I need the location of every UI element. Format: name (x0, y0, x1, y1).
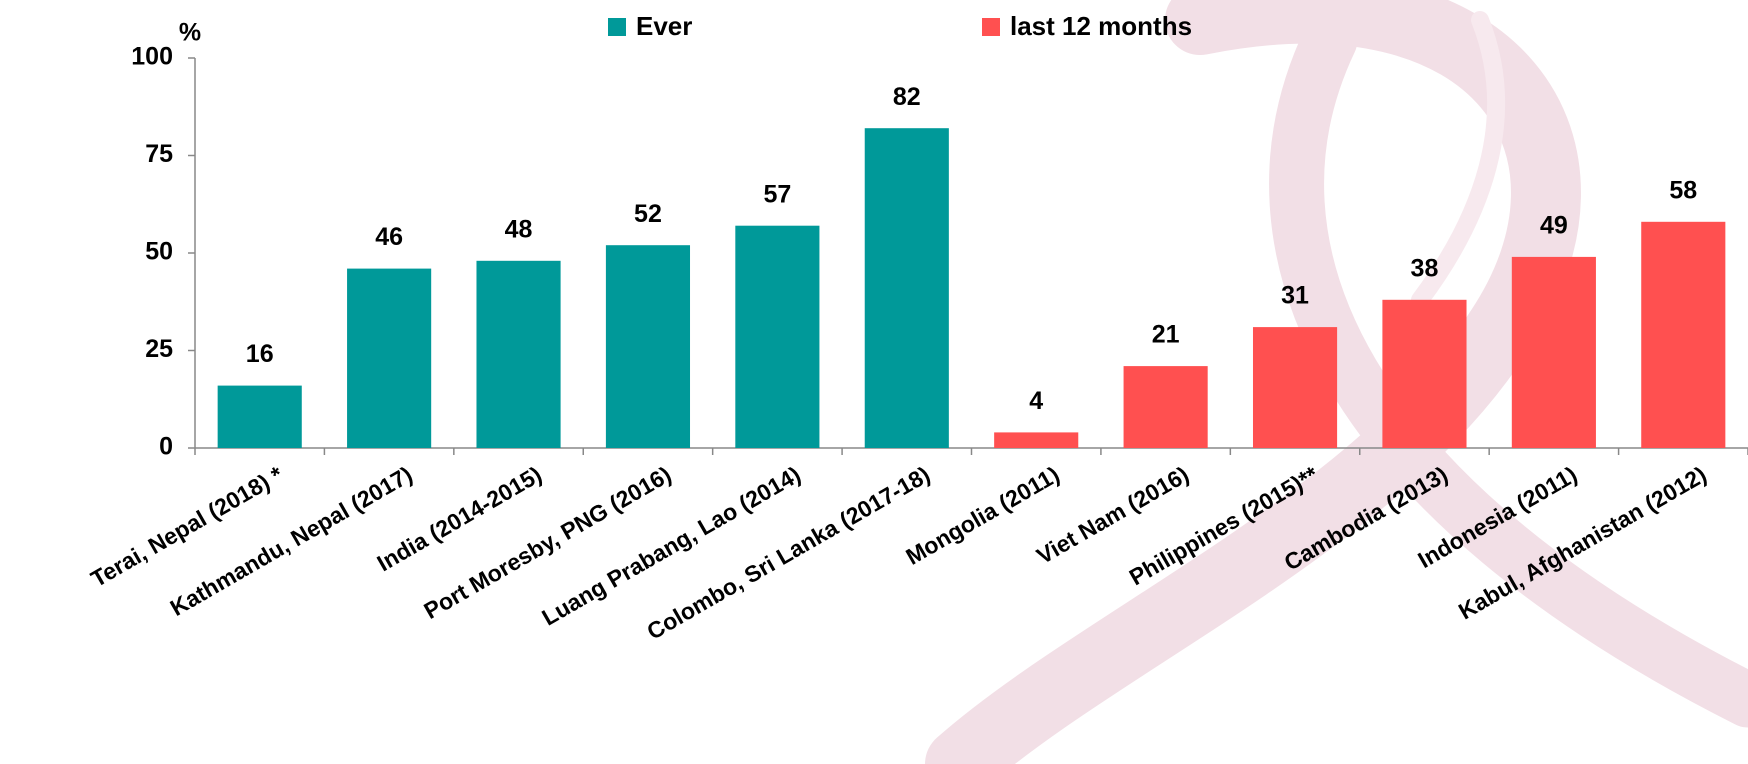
y-axis-label: % (179, 19, 201, 47)
ribbon-decoration (925, 0, 1748, 764)
bar (605, 245, 691, 448)
x-tick-label: Port Moresby, PNG (2016) (419, 461, 675, 624)
bar (1641, 221, 1726, 448)
value-label: 46 (375, 223, 403, 251)
value-label: 82 (893, 83, 921, 111)
y-tick-label: 0 (159, 433, 173, 461)
bar (347, 268, 432, 448)
value-label: 49 (1540, 212, 1568, 240)
value-label: 21 (1152, 321, 1180, 349)
value-label: 4 (1029, 387, 1043, 415)
value-label: 52 (634, 200, 662, 228)
y-tick-label: 50 (145, 238, 173, 266)
bar (1382, 299, 1467, 448)
bar (1511, 256, 1596, 448)
y-tick-label: 75 (145, 140, 173, 168)
bar (864, 128, 949, 448)
bar (1252, 327, 1338, 448)
bar (476, 260, 561, 448)
ribbon-stroke (925, 0, 1581, 764)
bar (217, 385, 302, 448)
ribbon-stroke (1269, 12, 1748, 728)
value-label: 38 (1411, 254, 1439, 282)
bar (735, 225, 820, 448)
x-tick-label: Kathmandu, Nepal (2017) (166, 461, 417, 621)
bar (994, 432, 1079, 448)
value-label: 16 (246, 340, 274, 368)
y-tick-label: 100 (131, 43, 173, 71)
legend-swatch (608, 18, 626, 36)
bar (1123, 366, 1208, 448)
value-label: 31 (1281, 282, 1309, 310)
legend-label: last 12 months (1010, 11, 1192, 41)
legend-label: Ever (636, 11, 692, 41)
value-label: 57 (763, 180, 791, 208)
value-label: 58 (1669, 176, 1697, 204)
ribbon-stroke (1411, 11, 1506, 309)
value-label: 48 (505, 215, 533, 243)
y-tick-label: 25 (145, 335, 173, 363)
legend-swatch (982, 18, 1000, 36)
